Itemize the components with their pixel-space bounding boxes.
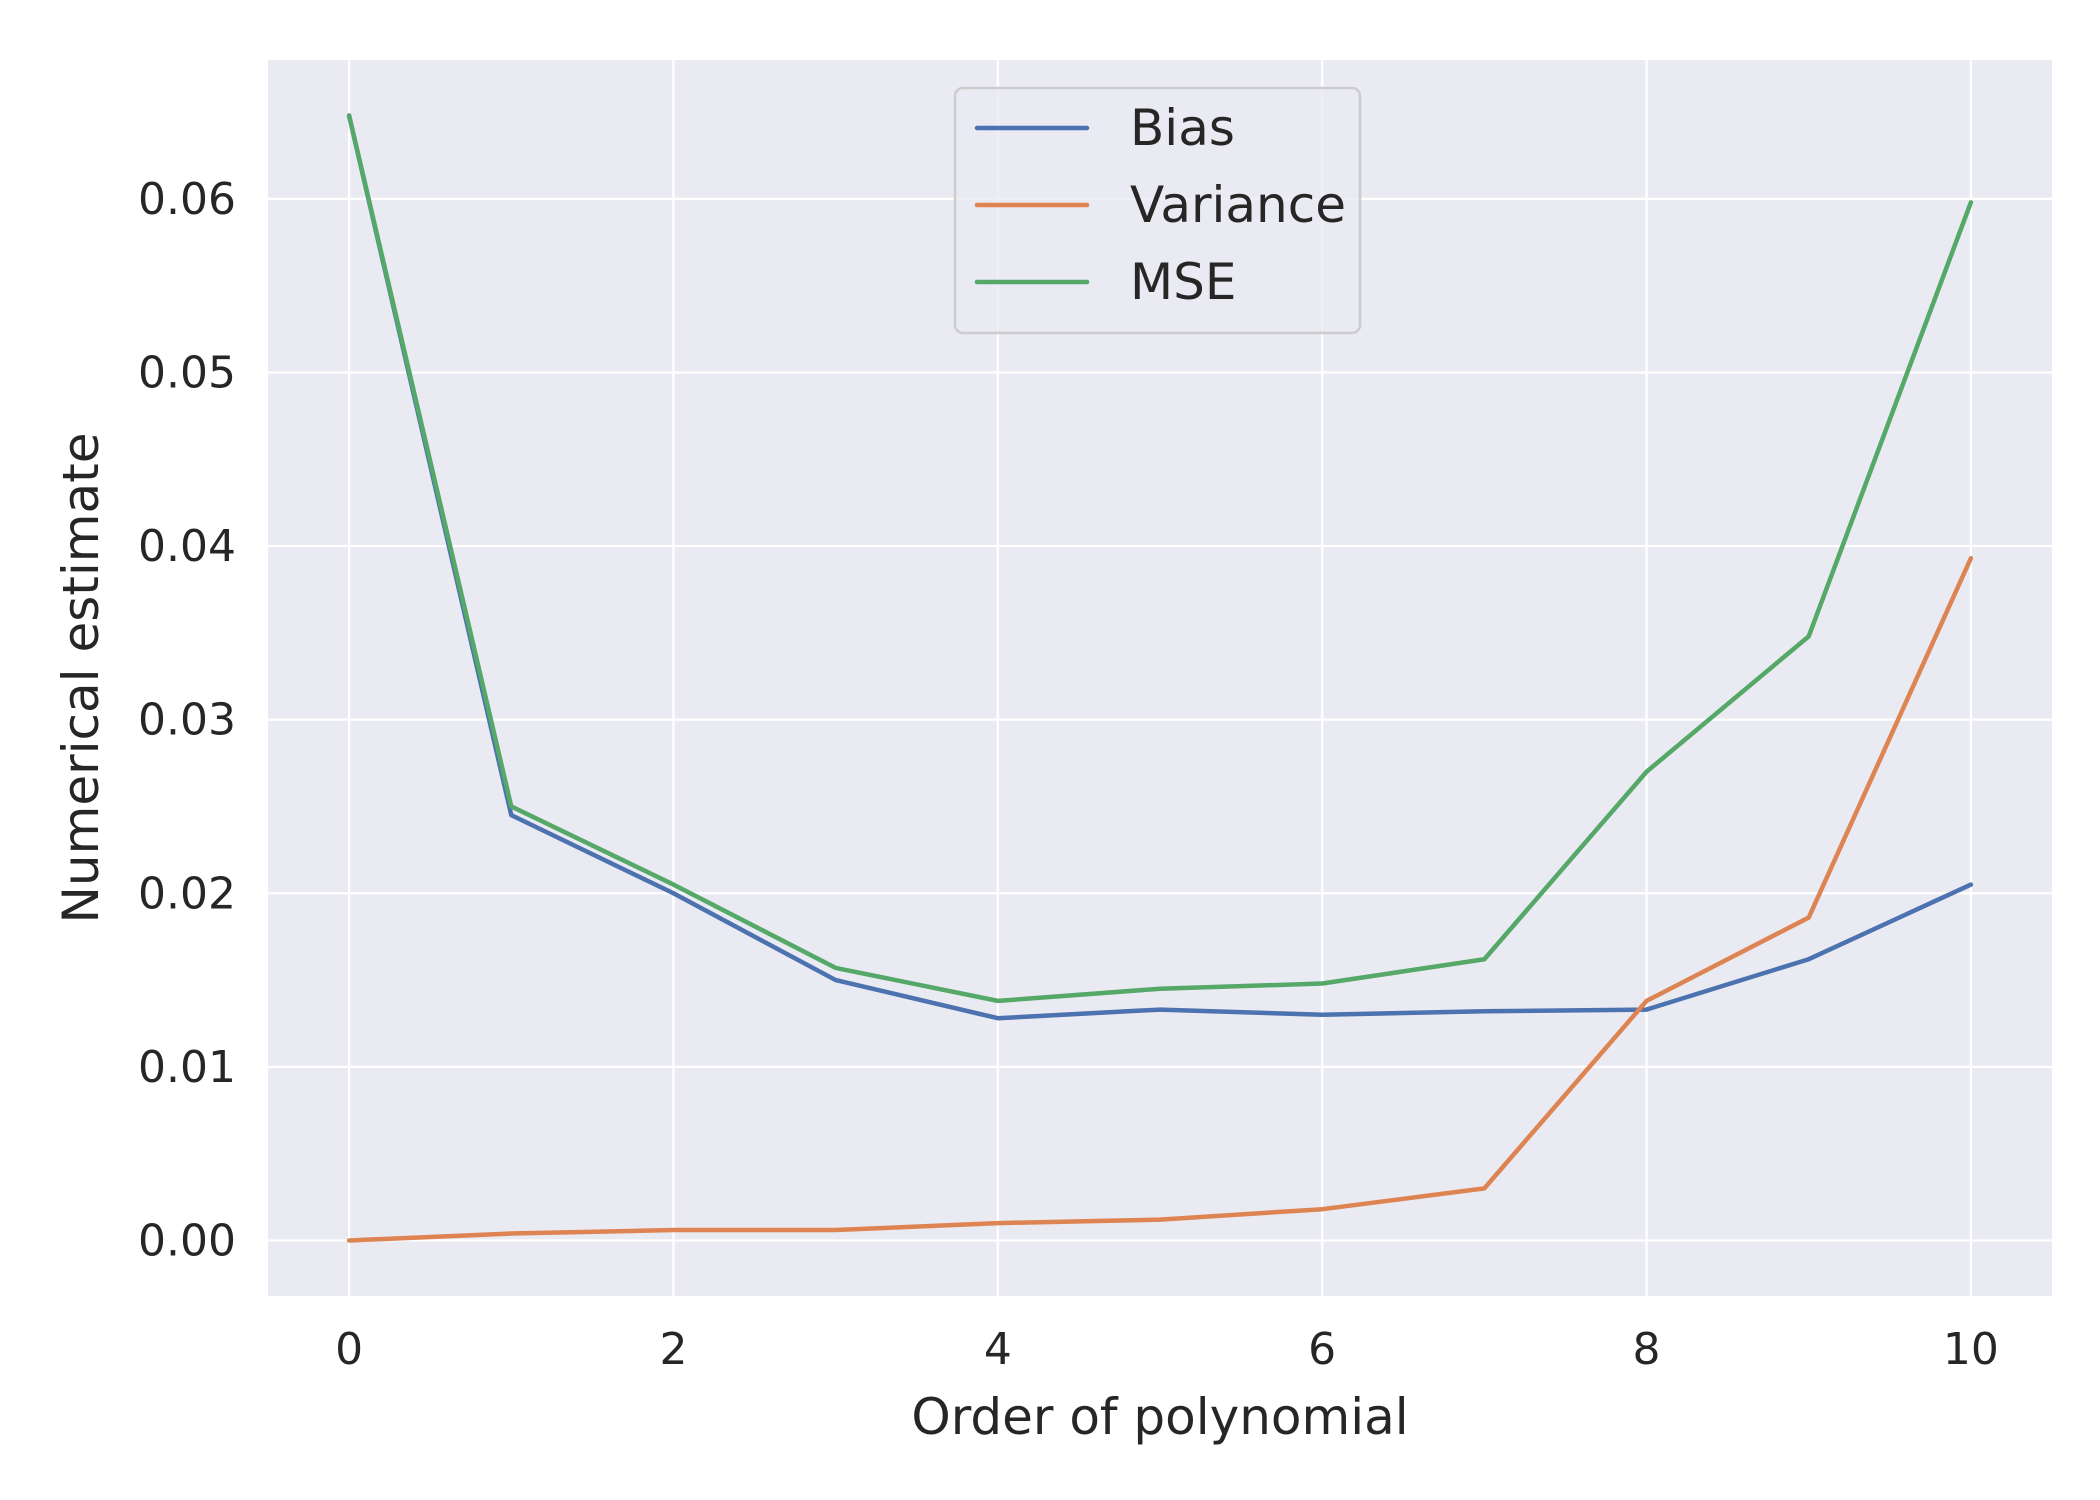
y-tick-label: 0.03 (138, 695, 236, 746)
legend-box (953, 86, 1362, 335)
series-line-variance (346, 555, 1974, 1243)
legend: Bias Variance MSE (953, 86, 1362, 335)
y-tick-labels: 0.00 0.01 0.02 0.03 0.04 0.05 0.06 (138, 174, 236, 1267)
x-tick-label: 6 (1308, 1324, 1336, 1375)
series-line-mse (346, 113, 1974, 1004)
x-tick-labels: 0 2 4 6 8 10 (335, 1324, 1999, 1375)
x-tick-label: 10 (1943, 1324, 1999, 1375)
x-tick-label: 8 (1633, 1324, 1661, 1375)
series-line-bias (346, 113, 1974, 1021)
legend-label: MSE (1130, 253, 1236, 311)
y-tick-label: 0.00 (138, 1215, 236, 1266)
y-tick-label: 0.01 (138, 1042, 236, 1093)
y-tick-label: 0.05 (138, 347, 236, 398)
y-tick-label: 0.04 (138, 521, 236, 572)
x-tick-label: 2 (659, 1324, 687, 1375)
y-axis-label: Numerical estimate (52, 433, 110, 924)
y-tick-label: 0.06 (138, 174, 236, 225)
x-axis-label: Order of polynomial (911, 1388, 1408, 1446)
x-tick-label: 4 (984, 1324, 1012, 1375)
x-tick-label: 0 (335, 1324, 363, 1375)
y-tick-label: 0.02 (138, 868, 236, 919)
legend-label: Bias (1130, 99, 1235, 157)
series-lines (346, 113, 1974, 1243)
legend-label: Variance (1130, 176, 1346, 234)
